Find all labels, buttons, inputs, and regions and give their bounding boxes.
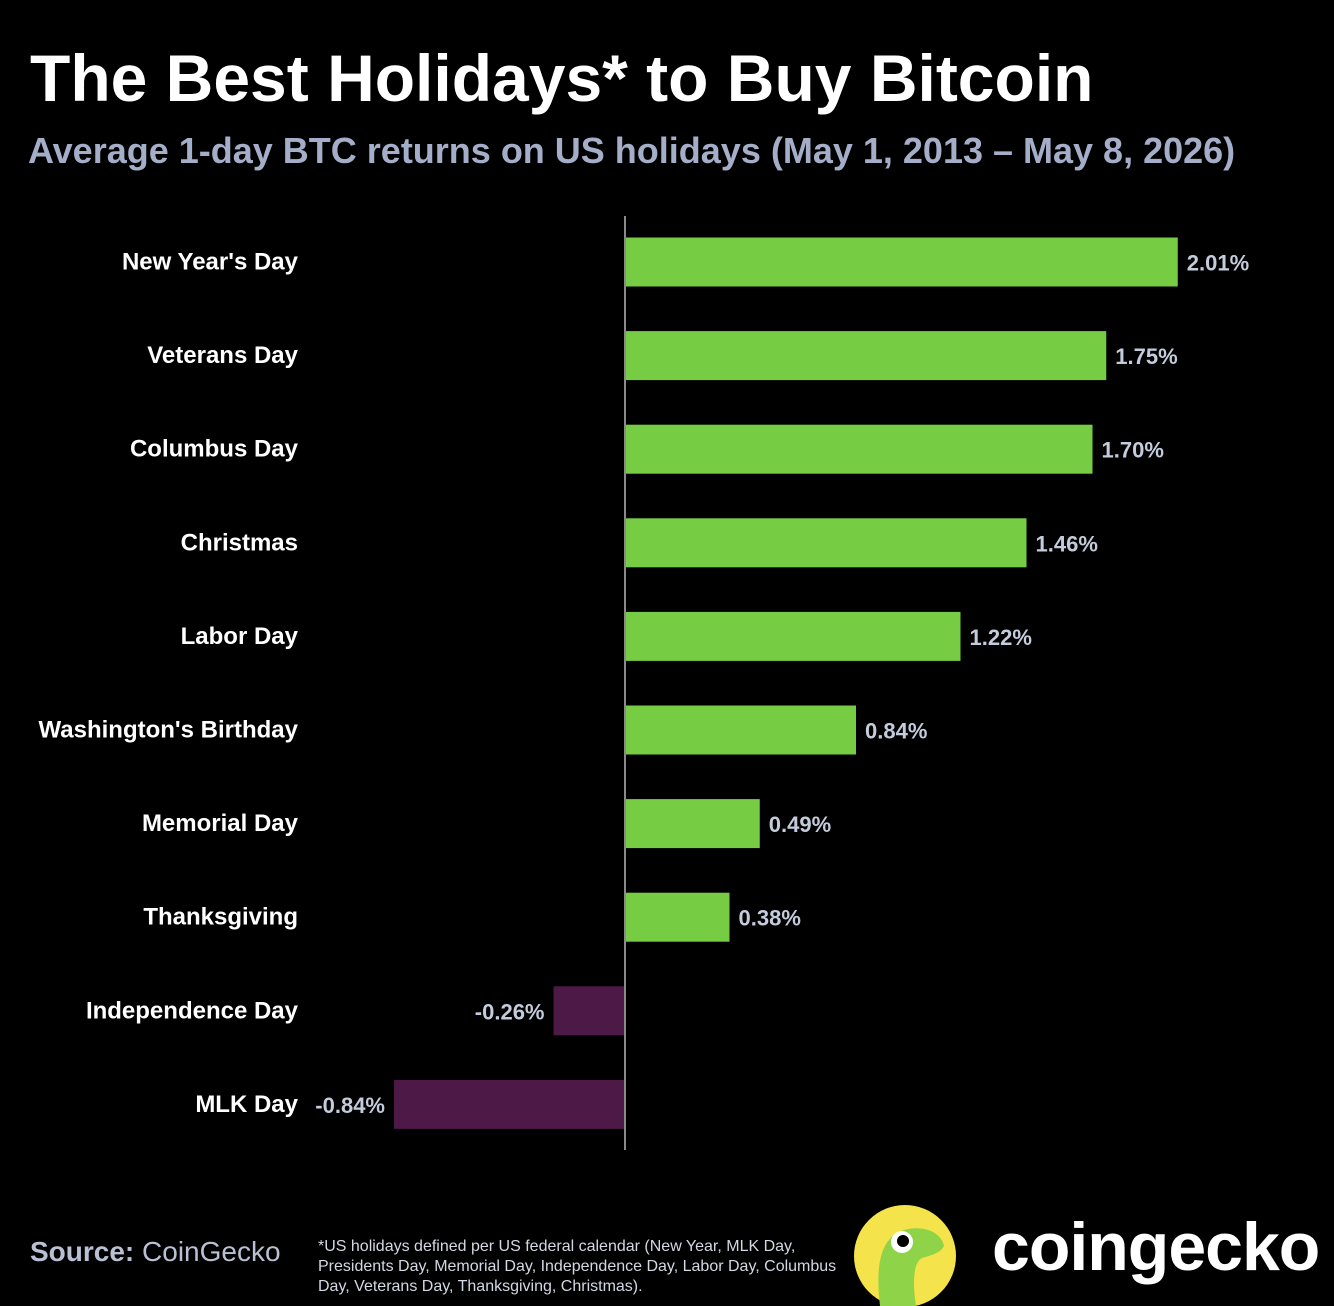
category-label-5: Washington's Birthday [39,717,299,744]
source-label: Source: [30,1236,135,1267]
category-label-7: Thanksgiving [143,904,298,931]
bar-chart: New Year's Day 2.01% Veterans Day 1.75% Colu… [39,216,1250,1150]
source-value: CoinGecko [142,1236,281,1267]
bar-4 [625,611,961,661]
bar-8 [553,986,625,1036]
bar-1 [625,331,1107,381]
bar-7 [625,892,730,942]
bar-6 [625,799,760,849]
brand-wordmark: coingecko [992,1209,1320,1285]
footnote: *US holidays defined per US federal cale… [318,1238,837,1295]
category-label-0: New Year's Day [122,249,299,276]
chart-title: The Best Holidays* to Buy Bitcoin [30,41,1094,115]
category-label-3: Christmas [181,529,298,556]
chart-subtitle: Average 1-day BTC returns on US holidays… [28,130,1236,171]
value-label-9: -0.84% [315,1093,385,1118]
category-label-4: Labor Day [181,623,299,650]
labels-layer: New Year's Day 2.01% Veterans Day 1.75% Colu… [39,249,1250,1118]
value-label-6: 0.49% [769,812,831,837]
category-label-6: Memorial Day [142,810,299,837]
value-label-3: 1.46% [1036,531,1098,556]
value-label-2: 1.70% [1102,438,1164,463]
value-label-0: 2.01% [1187,251,1249,276]
category-label-1: Veterans Day [147,342,298,369]
value-label-1: 1.75% [1115,344,1177,369]
value-label-4: 1.22% [970,625,1032,650]
gecko-icon [854,1205,956,1306]
value-label-7: 0.38% [739,906,801,931]
bar-0 [625,237,1178,287]
bar-3 [625,518,1027,568]
category-label-8: Independence Day [86,997,299,1024]
bar-2 [625,424,1093,474]
coingecko-logo: coingecko [852,1200,1334,1306]
category-label-2: Columbus Day [130,436,299,463]
bar-5 [625,705,856,755]
bar-9 [394,1079,625,1129]
value-label-8: -0.26% [475,999,545,1024]
source-credit: Source: CoinGecko [30,1236,281,1268]
value-label-5: 0.84% [865,719,927,744]
bars-layer [394,237,1178,1129]
category-label-9: MLK Day [195,1091,298,1118]
